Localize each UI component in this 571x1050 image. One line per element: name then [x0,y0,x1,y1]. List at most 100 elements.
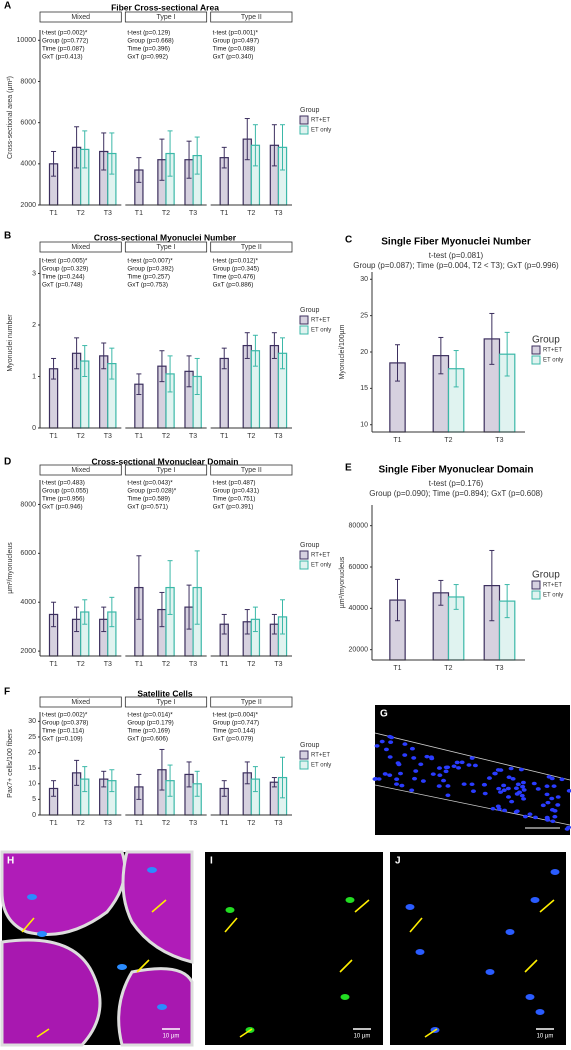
stat-text: Time (p=0.087) [42,46,85,53]
error-bar [504,584,510,619]
nucleus [515,782,521,787]
nucleus [520,780,526,785]
legend-title: Group [300,742,320,749]
nucleus [443,769,449,774]
scale-label: 10 µm [537,1034,554,1040]
stat-text: GxT (p=0.946) [42,504,83,511]
panel-label: B [4,231,11,242]
legend-key [299,315,309,325]
nucleus [546,775,552,779]
x-tick-label: T2 [77,433,85,440]
nucleus [498,768,504,772]
stat-text: Time (p=0.589) [127,496,170,503]
x-tick-label: T1 [49,433,57,440]
nucleus [521,788,527,792]
nucleus [495,804,501,809]
error-bar [252,606,258,633]
stat-text: GxT (p=0.992) [127,54,168,61]
x-tick-label: T1 [135,661,143,668]
x-tick-label: T3 [104,820,112,827]
nucleus [399,783,405,788]
error-bar [82,130,88,169]
facet-label: Type II [241,14,262,21]
facet-label: Type II [241,699,262,706]
y-tick-label: 15 [360,385,368,392]
legend-key [531,590,541,600]
stat-text: GxT (p=0.079) [213,736,254,743]
stat-text: GxT (p=0.340) [213,54,254,61]
nucleus [418,762,424,767]
facet-strip [39,696,122,708]
nucleus [424,754,430,759]
stat-text: Time (p=0.396) [127,46,170,53]
scale-label: 10 µm [354,1034,371,1040]
nucleus [445,793,451,798]
facet-strip [124,696,208,708]
error-bar [438,336,444,375]
nucleus [506,775,512,780]
legend-label: RT+ET [311,553,330,559]
stat-text: GxT (p=0.886) [213,282,254,289]
error-bar [109,347,115,380]
error-bar [244,332,250,359]
y-tick-label: 10 [360,422,368,429]
x-tick-label: T2 [162,820,170,827]
stat-text: Group (p=0.497) [213,38,259,45]
nucleus [520,784,526,789]
nucleus [470,789,476,793]
nucleus [374,744,380,748]
stat-text: t-test (p=0.129) [127,30,170,37]
legend-label: ET only [311,328,331,334]
stat-text: Time (p=0.088) [213,46,256,53]
chart-title: Cross-sectional Myonuclei Number [94,232,237,242]
x-tick-label: T1 [49,210,57,217]
x-tick-label: T3 [104,433,112,440]
stat-text: Group (p=0.055) [42,488,88,495]
nucleus [383,747,389,752]
nucleus [496,807,502,811]
nucleus [445,784,451,788]
nucleus [531,781,537,786]
legend-label: RT+ET [543,348,562,354]
x-tick-label: T2 [247,820,255,827]
y-axis-label: Myonuclei number [7,314,14,372]
panel-label: G [380,709,388,720]
nucleus [412,776,418,781]
nucleus [413,769,419,773]
x-tick-label: T2 [77,661,85,668]
legend-label: RT+ET [543,583,562,589]
facet-label: Type I [156,699,175,706]
x-tick-label: T3 [495,437,503,444]
nucleus [532,815,538,820]
nucleus [382,772,388,776]
y-tick-label: 2000 [20,648,36,655]
error-bar [453,584,459,610]
subtitle: t-test (p=0.176) [429,479,484,488]
chart-title: Single Fiber Myonuclear Domain [378,465,533,476]
nucleus [509,799,515,804]
x-tick-label: T3 [189,661,197,668]
chart-title: Satellite Cells [137,688,193,698]
error-bar [51,357,57,380]
stat-text: Group (p=0.329) [42,266,88,273]
error-bar [221,780,227,797]
x-tick-label: T1 [135,433,143,440]
nucleus [530,897,540,903]
stat-text: Group (p=0.378) [42,720,88,727]
y-tick-label: 5 [32,796,36,803]
subtitle: Group (p=0.087); Time (p=0.004, T2 < T3)… [353,261,559,270]
nucleus [387,773,393,777]
x-tick-label: T3 [189,210,197,217]
stat-text: Group (p=0.431) [213,488,259,495]
y-tick-label: 20 [360,349,368,356]
stat-text: t-test (p=0.001)* [213,30,259,37]
nucleus [521,797,527,801]
nucleus [486,776,492,780]
error-bar [280,124,286,171]
stat-text: GxT (p=0.413) [42,54,83,61]
error-bar [82,599,88,625]
nucleus [535,787,541,791]
x-tick-label: T1 [49,820,57,827]
error-bar [395,578,400,622]
stat-text: Group (p=0.392) [127,266,173,273]
